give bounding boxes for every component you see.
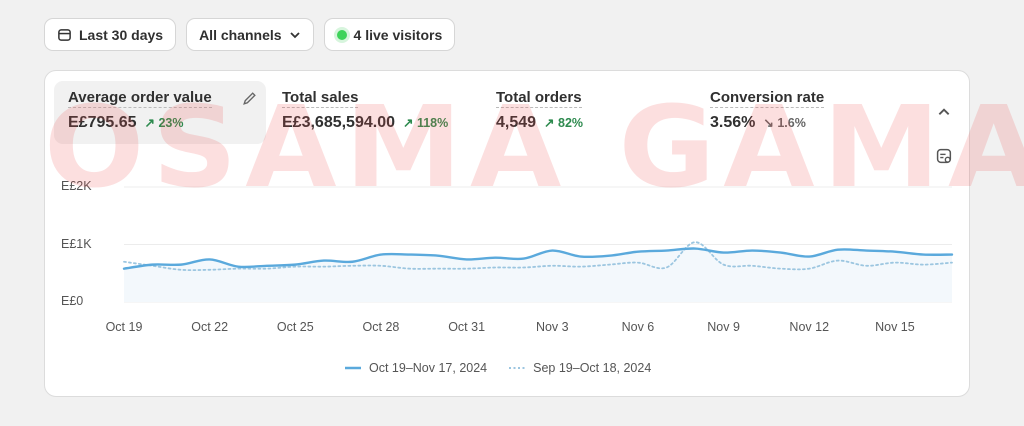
metric-total-sales[interactable]: Total sales E£3,685,594.00 ↗ 118% <box>268 81 478 144</box>
chevron-up-icon[interactable] <box>937 105 951 119</box>
metric-value: E£3,685,594.00 <box>282 114 395 131</box>
line-chart <box>122 186 954 303</box>
legend-solid-line <box>345 366 361 370</box>
legend-label: Oct 19–Nov 17, 2024 <box>369 361 488 375</box>
live-status-dot <box>336 29 347 40</box>
pencil-icon[interactable] <box>241 90 258 107</box>
date-range-button[interactable]: Last 30 days <box>44 18 177 51</box>
x-tick-label: Nov 9 <box>707 320 740 334</box>
metrics-card: Average order value E£795.65 ↗ 23% Total … <box>44 70 970 397</box>
chart-legend: Oct 19–Nov 17, 2024 Sep 19–Oct 18, 2024 <box>345 361 651 375</box>
x-tick-label: Oct 22 <box>191 320 229 334</box>
calendar-icon <box>58 29 71 41</box>
x-tick-label: Nov 15 <box>875 320 915 334</box>
x-tick-label: Oct 19 <box>105 320 143 334</box>
live-visitors-button[interactable]: 4 live visitors <box>323 18 456 51</box>
arrow-up-right-icon: ↗ <box>403 116 414 130</box>
chevron-down-icon <box>289 31 300 38</box>
metric-label: Total sales <box>282 89 359 108</box>
metric-change: 82% <box>558 116 584 130</box>
series-current-line <box>122 247 954 270</box>
channels-label: All channels <box>199 26 282 43</box>
legend-label: Sep 19–Oct 18, 2024 <box>533 361 652 375</box>
series-previous-line <box>123 241 953 272</box>
y-tick-label: E£2K <box>61 179 92 193</box>
metric-conversion-rate[interactable]: Conversion rate 3.56% ↘ 1.6% <box>696 81 906 144</box>
legend-previous[interactable]: Sep 19–Oct 18, 2024 <box>509 361 651 375</box>
metric-value: E£795.65 <box>68 114 137 131</box>
arrow-up-right-icon: ↗ <box>144 116 155 130</box>
live-visitors-label: 4 live visitors <box>353 26 443 43</box>
y-tick-label: E£0 <box>61 294 84 308</box>
y-tick-label: E£1K <box>61 236 92 251</box>
metric-change: 23% <box>158 116 184 130</box>
x-tick-label: Oct 28 <box>362 320 400 334</box>
x-tick-label: Nov 3 <box>535 320 569 334</box>
arrow-up-right-icon: ↗ <box>544 116 555 130</box>
legend-dotted-line <box>509 367 526 369</box>
metric-label: Conversion rate <box>710 89 825 108</box>
x-tick-label: Oct 25 <box>276 320 314 334</box>
metric-change: 118% <box>416 116 449 130</box>
metric-total-orders[interactable]: Total orders 4,549 ↗ 82% <box>482 81 692 144</box>
area-fill <box>124 248 952 302</box>
metric-label: Average order value <box>68 89 212 108</box>
legend-current[interactable]: Oct 19–Nov 17, 2024 <box>345 361 487 375</box>
channels-dropdown[interactable]: All channels <box>186 18 314 51</box>
metric-average-order-value[interactable]: Average order value E£795.65 ↗ 23% <box>54 81 266 144</box>
x-tick-label: Oct 31 <box>448 320 486 334</box>
metric-value: 4,549 <box>496 114 537 131</box>
x-tick-label: Nov 12 <box>789 320 830 334</box>
chart-search-icon[interactable] <box>936 148 953 165</box>
x-tick-label: Nov 6 <box>621 320 655 334</box>
metric-value: 3.56% <box>710 114 756 131</box>
toolbar: Last 30 days All channels 4 live visitor… <box>44 18 456 51</box>
metric-label: Total orders <box>496 89 582 108</box>
arrow-down-right-icon: ↘ <box>763 116 774 130</box>
metric-change: 1.6% <box>777 116 806 130</box>
date-range-label: Last 30 days <box>79 26 164 43</box>
